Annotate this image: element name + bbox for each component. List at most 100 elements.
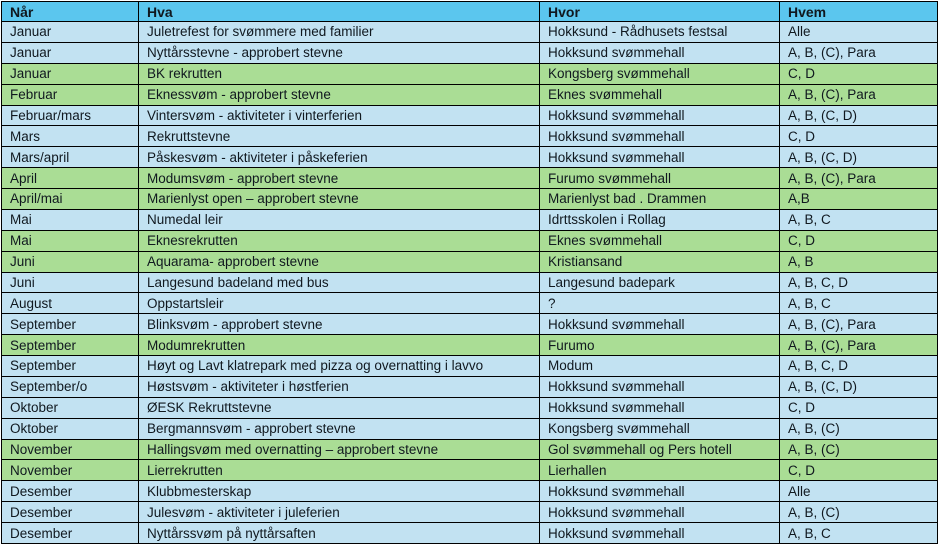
- cell-nar: September: [1, 355, 139, 377]
- cell-hvem: C, D: [779, 459, 938, 482]
- table-row: Juni Langesund badeland med bus Langesun…: [1, 271, 938, 294]
- table-row: Januar Juletrefest for svømmere med fami…: [1, 21, 938, 43]
- cell-hvor: Kristiansand: [539, 250, 780, 273]
- cell-nar: Desember: [1, 480, 139, 503]
- cell-hvem: A, B, (C), Para: [779, 334, 938, 356]
- table-row: April/mai Marienlyst open – approbert st…: [1, 188, 938, 210]
- cell-hvor: Marienlyst bad . Drammen: [539, 188, 780, 210]
- column-header-hvem: Hvem: [779, 1, 938, 22]
- table-row: September Høyt og Lavt klatrepark med pi…: [1, 355, 938, 377]
- cell-hva: BK rekrutten: [138, 62, 540, 85]
- cell-hvem: C, D: [779, 229, 938, 252]
- table-row: Mars/april Påskesvøm - aktiviteter i pås…: [1, 146, 938, 169]
- table-row: Oktober Bergmannsvøm - approbert stevne …: [1, 417, 938, 440]
- column-header-hvor: Hvor: [539, 1, 780, 22]
- cell-nar: Desember: [1, 501, 139, 523]
- table-row: Mai Numedal leir Idrttsskolen i Rollag A…: [1, 208, 938, 231]
- cell-hva: Lierrekrutten: [138, 459, 540, 482]
- cell-hvor: Gol svømmehall og Pers hotell: [539, 438, 780, 461]
- table-body: Januar Juletrefest for svømmere med fami…: [1, 21, 938, 544]
- cell-hvor: Hokksund svømmehall: [539, 480, 780, 503]
- cell-hva: Påskesvøm - aktiviteter i påskeferien: [138, 146, 540, 169]
- header-row: Når Hva Hvor Hvem: [1, 1, 938, 22]
- cell-hvor: Hokksund svømmehall: [539, 125, 780, 148]
- cell-nar: Juni: [1, 250, 139, 273]
- cell-hvor: Idrttsskolen i Rollag: [539, 208, 780, 231]
- cell-hvor: Hokksund svømmehall: [539, 396, 780, 419]
- cell-hvor: Hokksund svømmehall: [539, 313, 780, 336]
- cell-nar: April/mai: [1, 188, 139, 210]
- table-row: Februar/mars Vintersvøm - aktiviteter i …: [1, 104, 938, 127]
- cell-nar: November: [1, 459, 139, 482]
- cell-hva: Modumsvøm - approbert stevne: [138, 167, 540, 189]
- table-row: Mai Eknesrekrutten Eknes svømmehall C, D: [1, 229, 938, 252]
- cell-hvor: ?: [539, 292, 780, 315]
- cell-hvor: Hokksund svømmehall: [539, 375, 780, 398]
- cell-hva: Rekruttstevne: [138, 125, 540, 148]
- cell-nar: Mai: [1, 208, 139, 231]
- cell-hva: Modumrekrutten: [138, 334, 540, 356]
- cell-hva: Juletrefest for svømmere med familier: [138, 21, 540, 43]
- cell-hvem: A, B, (C): [779, 438, 938, 461]
- cell-nar: September: [1, 334, 139, 356]
- cell-hvem: C, D: [779, 125, 938, 148]
- cell-hvor: Hokksund svømmehall: [539, 104, 780, 127]
- cell-nar: Mars: [1, 125, 139, 148]
- cell-hva: Aquarama- approbert stevne: [138, 250, 540, 273]
- table-row: Januar BK rekrutten Kongsberg svømmehall…: [1, 62, 938, 85]
- cell-hvem: A, B, (C, D): [779, 146, 938, 169]
- cell-hvem: Alle: [779, 21, 938, 43]
- cell-nar: Oktober: [1, 417, 139, 440]
- cell-nar: Januar: [1, 21, 139, 43]
- cell-hvem: Alle: [779, 480, 938, 503]
- cell-nar: Mai: [1, 229, 139, 252]
- cell-hvor: Hokksund svømmehall: [539, 501, 780, 523]
- table-row: September Modumrekrutten Furumo A, B, (C…: [1, 334, 938, 356]
- cell-hvem: A, B, (C, D): [779, 104, 938, 127]
- cell-hvem: A, B, (C, D): [779, 375, 938, 398]
- cell-hvem: C, D: [779, 396, 938, 419]
- cell-hvem: A,B: [779, 188, 938, 210]
- cell-hvem: A, B, C: [779, 292, 938, 315]
- table-row: November Hallingsvøm med overnatting – a…: [1, 438, 938, 461]
- cell-hva: Eknesrekrutten: [138, 229, 540, 252]
- cell-hvem: A, B, C, D: [779, 271, 938, 294]
- cell-hvor: Hokksund svømmehall: [539, 146, 780, 169]
- cell-hvem: C, D: [779, 62, 938, 85]
- table-row: Desember Nyttårssvøm på nyttårsaften Hok…: [1, 522, 938, 544]
- cell-hva: Marienlyst open – approbert stevne: [138, 188, 540, 210]
- cell-hva: Vintersvøm - aktiviteter i vinterferien: [138, 104, 540, 127]
- cell-hvor: Furumo svømmehall: [539, 167, 780, 189]
- cell-hva: Julesvøm - aktiviteter i juleferien: [138, 501, 540, 523]
- table-row: August Oppstartsleir ? A, B, C: [1, 292, 938, 315]
- cell-hvem: A, B, (C), Para: [779, 41, 938, 64]
- cell-hvem: A, B, C: [779, 208, 938, 231]
- cell-hvor: Furumo: [539, 334, 780, 356]
- cell-nar: April: [1, 167, 139, 189]
- cell-nar: Desember: [1, 522, 139, 544]
- cell-hva: ØESK Rekruttstevne: [138, 396, 540, 419]
- cell-hvem: A, B, (C): [779, 501, 938, 523]
- cell-hvor: Modum: [539, 355, 780, 377]
- cell-hva: Blinksvøm - approbert stevne: [138, 313, 540, 336]
- cell-hvem: A, B, C, D: [779, 355, 938, 377]
- cell-nar: Mars/april: [1, 146, 139, 169]
- cell-hvor: Hokksund - Rådhusets festsal: [539, 21, 780, 43]
- cell-nar: November: [1, 438, 139, 461]
- table-row: April Modumsvøm - approbert stevne Furum…: [1, 167, 938, 189]
- cell-nar: August: [1, 292, 139, 315]
- cell-nar: Juni: [1, 271, 139, 294]
- cell-nar: September: [1, 313, 139, 336]
- table-row: Februar Eknessvøm - approbert stevne Ekn…: [1, 83, 938, 106]
- cell-hvem: A, B: [779, 250, 938, 273]
- cell-hva: Hallingsvøm med overnatting – approbert …: [138, 438, 540, 461]
- cell-hvem: A, B, C: [779, 522, 938, 544]
- cell-hvem: A, B, (C): [779, 417, 938, 440]
- cell-hvor: Eknes svømmehall: [539, 83, 780, 106]
- cell-hvor: Kongsberg svømmehall: [539, 417, 780, 440]
- table-row: Oktober ØESK Rekruttstevne Hokksund svøm…: [1, 396, 938, 419]
- table-row: November Lierrekrutten Lierhallen C, D: [1, 459, 938, 482]
- cell-hvor: Langesund badepark: [539, 271, 780, 294]
- cell-nar: Oktober: [1, 396, 139, 419]
